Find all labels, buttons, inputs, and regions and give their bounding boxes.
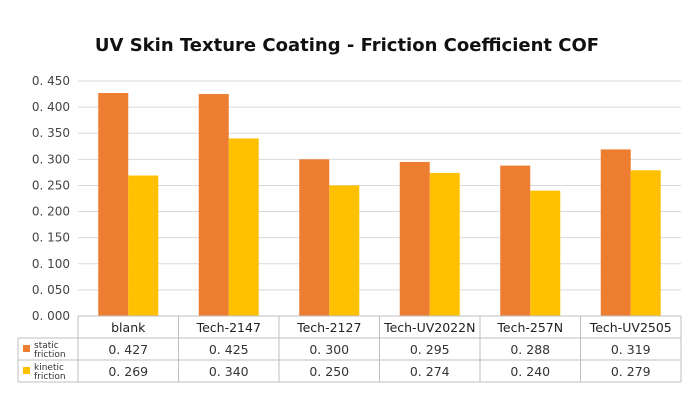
data-label: 0. 295 [410, 342, 450, 357]
data-label: 0. 300 [309, 342, 349, 357]
category-label: Tech-2147 [196, 320, 261, 335]
data-label: 0. 250 [309, 364, 349, 379]
category-label: Tech-2127 [296, 320, 361, 335]
y-tick-label: 0. 150 [32, 231, 70, 245]
bar-kinetic-friction-0 [128, 175, 159, 316]
bars [98, 93, 661, 316]
y-axis-tick-labels: 0. 000 0. 050 0. 100 0. 150 0. 200 0. 250 0. 3… [32, 74, 70, 323]
legend-label: friction [34, 372, 66, 382]
data-label: 0. 425 [209, 342, 249, 357]
legend-label: friction [34, 350, 66, 360]
data-label: 0. 269 [108, 364, 148, 379]
y-tick-label: 0. 250 [32, 178, 70, 192]
data-label: 0. 240 [510, 364, 550, 379]
legend-swatch [23, 345, 30, 352]
data-label: 0. 427 [108, 342, 148, 357]
data-label: 0. 288 [510, 342, 550, 357]
y-tick-label: 0. 450 [32, 74, 70, 88]
bar-kinetic-friction-3 [429, 172, 460, 316]
legend-label: kinetic [34, 363, 64, 373]
gridlines [78, 80, 681, 291]
bar-kinetic-friction-1 [228, 138, 259, 316]
chart-title: UV Skin Texture Coating - Friction Coeff… [95, 35, 599, 56]
y-tick-label: 0. 400 [32, 100, 70, 114]
legend-label: static [34, 341, 59, 351]
category-label: Tech-UV2505 [589, 320, 672, 335]
y-tick-label: 0. 100 [32, 257, 70, 271]
category-label: Tech-UV2022N [383, 320, 475, 335]
data-label: 0. 279 [611, 364, 651, 379]
bar-static-friction-3 [399, 161, 430, 316]
data-label: 0. 319 [611, 342, 651, 357]
category-label: blank [111, 320, 146, 335]
y-tick-label: 0. 000 [32, 309, 70, 323]
bar-static-friction-0 [98, 93, 129, 316]
y-tick-label: 0. 050 [32, 283, 70, 297]
y-tick-label: 0. 350 [32, 126, 70, 140]
data-label: 0. 340 [209, 364, 249, 379]
category-label: Tech-257N [496, 320, 563, 335]
bar-static-friction-4 [500, 165, 531, 316]
bar-static-friction-2 [299, 159, 330, 316]
data-label: 0. 274 [410, 364, 450, 379]
data-table: blank Tech-2147 Tech-2127 Tech-UV2022N Tech-… [17, 315, 682, 383]
bar-kinetic-friction-2 [329, 185, 360, 316]
y-tick-label: 0. 300 [32, 152, 70, 166]
legend-swatch [23, 367, 30, 374]
bar-static-friction-1 [198, 94, 229, 316]
bar-kinetic-friction-4 [530, 190, 561, 316]
bar-kinetic-friction-5 [630, 170, 661, 316]
bar-static-friction-5 [600, 149, 631, 316]
y-tick-label: 0. 200 [32, 205, 70, 219]
